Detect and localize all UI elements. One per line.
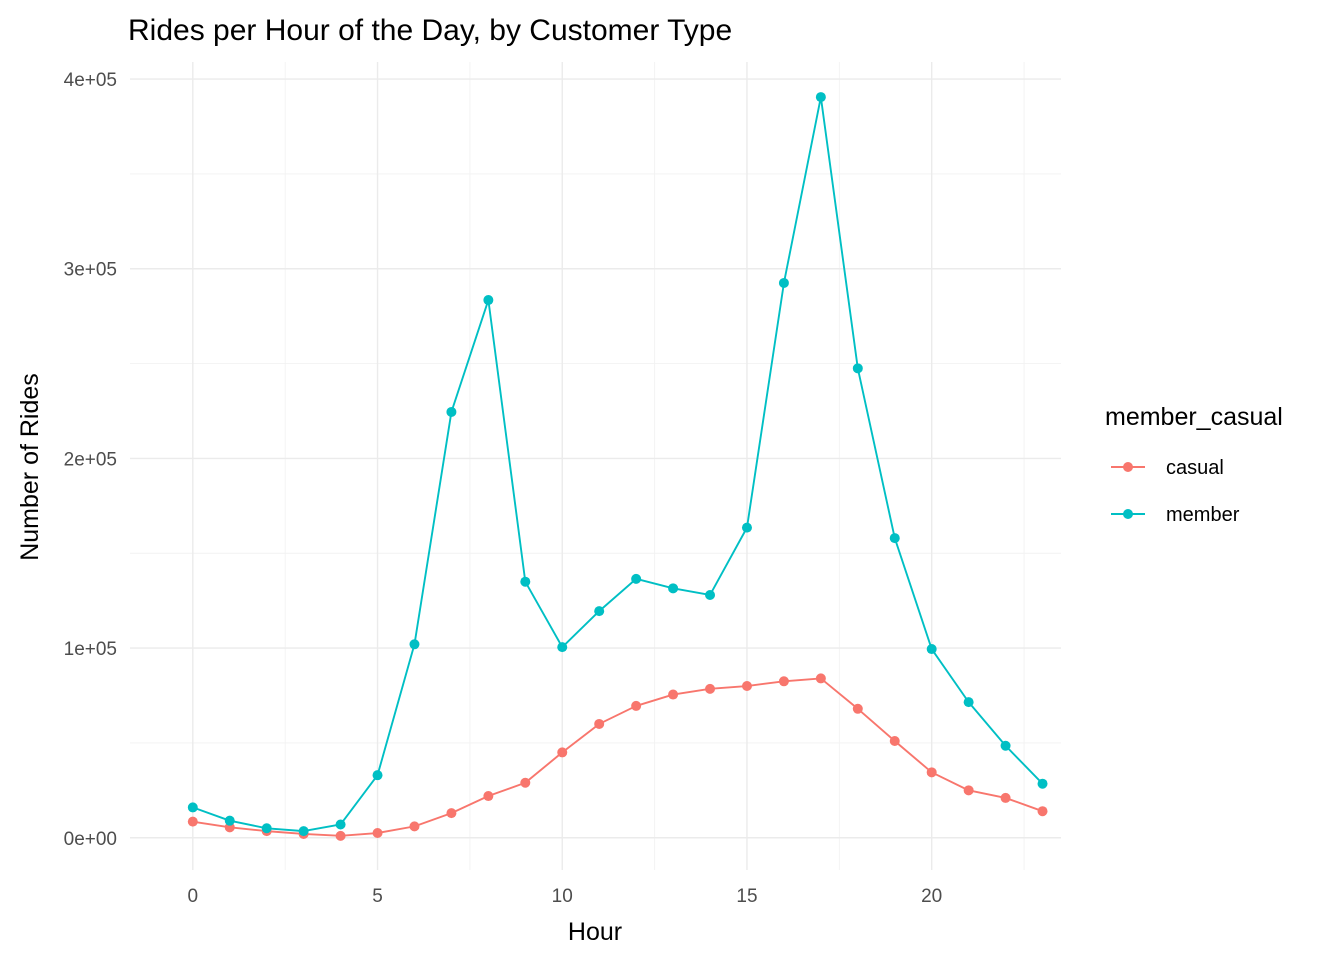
series-line-member [192, 96, 1044, 833]
data-point-casual [1037, 806, 1048, 817]
grid [130, 62, 1061, 870]
data-point-member [631, 573, 642, 584]
data-point-casual [631, 700, 642, 711]
data-point-member [409, 639, 420, 650]
legend-label-member: member [1166, 504, 1240, 526]
data-point-member [261, 823, 272, 834]
y-tick-label: 1e+05 [64, 639, 117, 660]
legend-key-point-casual [1123, 462, 1133, 472]
legend-key-point-member [1123, 509, 1133, 519]
data-point-casual [483, 791, 494, 802]
x-tick-label: 10 [552, 886, 573, 907]
data-point-member [852, 363, 863, 374]
y-axis-title: Number of Rides [16, 373, 44, 561]
data-point-member [594, 606, 605, 617]
data-point-casual [852, 703, 863, 714]
data-point-casual [778, 676, 789, 687]
legend-label-casual: casual [1166, 457, 1224, 479]
data-point-casual [926, 767, 937, 778]
data-point-member [335, 819, 346, 830]
data-point-member [668, 583, 679, 594]
data-point-casual [187, 816, 198, 827]
data-point-member [778, 277, 789, 288]
data-point-casual [409, 821, 420, 832]
x-axis-ticks: 0 5 10 15 20 [188, 886, 943, 907]
data-point-member [963, 697, 974, 708]
data-point-member [298, 826, 309, 837]
data-point-casual [741, 681, 752, 692]
data-point-casual [520, 777, 531, 788]
data-point-member [446, 406, 457, 417]
x-tick-label: 0 [188, 886, 199, 907]
x-tick-label: 20 [921, 886, 942, 907]
data-point-member [705, 589, 716, 600]
data-point-member [483, 295, 494, 306]
data-point-member [889, 533, 900, 544]
legend-title: member_casual [1105, 403, 1283, 431]
data-point-casual [446, 808, 457, 819]
data-point-casual [594, 718, 605, 729]
data-point-member [520, 576, 531, 587]
data-point-casual [1000, 792, 1011, 803]
data-point-casual [963, 785, 974, 796]
series-layer [187, 92, 1048, 841]
data-point-member [1037, 778, 1048, 789]
x-axis-title: Hour [568, 918, 622, 946]
data-point-member [1000, 740, 1011, 751]
legend: member_casual casual member [1105, 403, 1283, 526]
data-point-casual [705, 683, 716, 694]
data-point-member [741, 522, 752, 533]
data-point-member [926, 644, 937, 655]
series-line-casual [192, 677, 1043, 837]
data-point-casual [815, 673, 826, 684]
y-tick-label: 0e+00 [64, 829, 117, 850]
y-tick-label: 3e+05 [64, 260, 117, 281]
data-point-member [557, 642, 568, 653]
data-point-casual [889, 736, 900, 747]
data-point-member [372, 770, 383, 781]
y-tick-label: 2e+05 [64, 449, 117, 470]
y-tick-label: 4e+05 [64, 70, 117, 91]
data-point-casual [668, 689, 679, 700]
data-point-member [224, 815, 235, 826]
data-point-casual [557, 747, 568, 758]
data-point-casual [335, 830, 346, 841]
chart-title: Rides per Hour of the Day, by Customer T… [128, 14, 732, 47]
data-point-member [815, 92, 826, 103]
data-point-member [187, 802, 198, 813]
y-axis-ticks: 0e+00 1e+05 2e+05 3e+05 4e+05 [64, 70, 117, 850]
data-point-casual [372, 828, 383, 839]
x-tick-label: 5 [372, 886, 383, 907]
x-tick-label: 15 [736, 886, 757, 907]
